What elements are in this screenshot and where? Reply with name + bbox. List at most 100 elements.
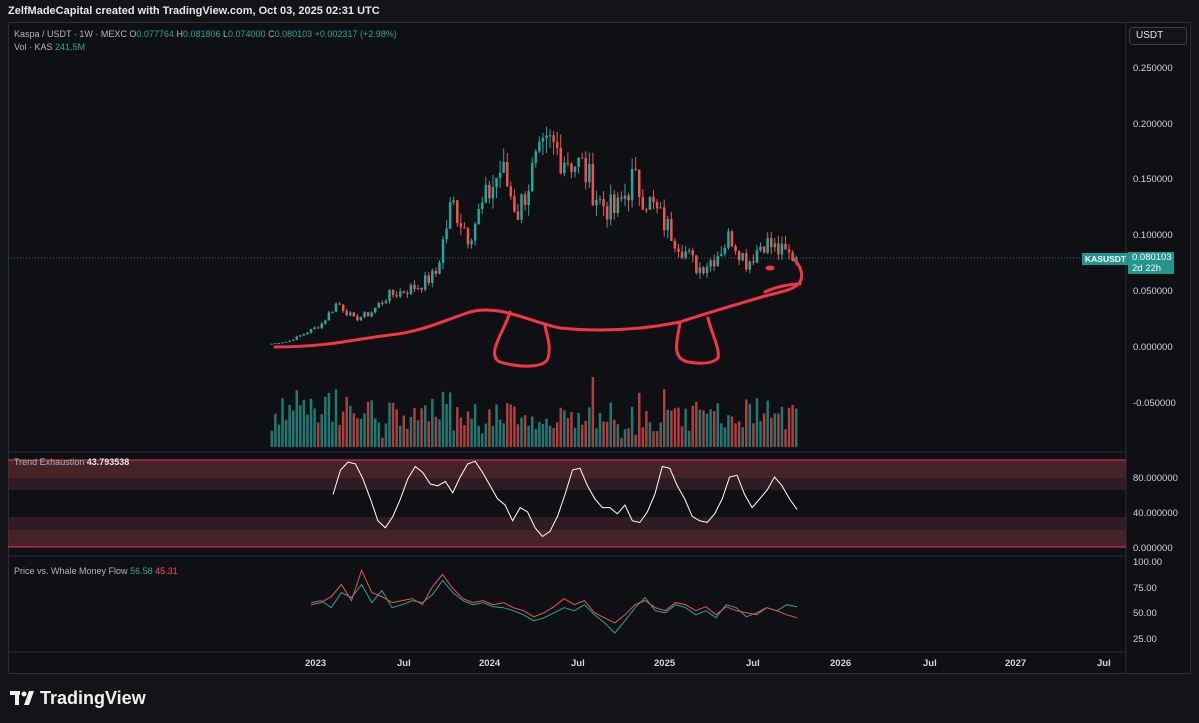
volume-bar: [370, 400, 373, 447]
candle-body: [270, 343, 274, 345]
candle-body: [762, 246, 766, 253]
candle-body: [634, 168, 637, 170]
candle-body: [309, 329, 313, 333]
candle-body: [602, 199, 605, 207]
attribution-bar: ZelfMadeCapital created with TradingView…: [0, 0, 1199, 22]
volume-bar: [705, 413, 709, 447]
candle-body: [691, 250, 695, 256]
candle-body: [573, 166, 577, 172]
candle-body: [616, 197, 620, 214]
volume-bar: [409, 416, 413, 447]
volume-bar: [645, 410, 648, 447]
candle-body: [488, 184, 491, 199]
volume-bar: [505, 403, 509, 447]
hand-drawn-dinosaur-annotation[interactable]: [273, 258, 804, 368]
candle-body: [598, 199, 602, 201]
candle-body: [530, 162, 534, 192]
candle-body: [456, 200, 459, 224]
volume-bar: [737, 421, 741, 447]
volume-legend[interactable]: Vol · KAS 241.5M: [14, 42, 85, 52]
trend-exhaustion-legend[interactable]: Trend Exhaustion 43.793538: [14, 457, 129, 467]
candle-body: [481, 202, 484, 209]
volume-bar: [677, 407, 680, 447]
x-tick: 2026: [830, 658, 851, 669]
volume-bar: [313, 408, 316, 447]
volume-bar: [456, 407, 459, 447]
trend-exhaustion-line: [332, 460, 798, 538]
volume-bar: [630, 406, 634, 447]
candle-body: [366, 312, 370, 317]
candle-body: [281, 342, 284, 344]
volume-bar: [277, 424, 281, 447]
x-tick: Jul: [1097, 658, 1111, 669]
candle-body: [313, 327, 316, 330]
volume-bar: [274, 413, 277, 447]
candle-body: [730, 231, 734, 247]
volume-bar: [691, 405, 695, 447]
candle-body: [452, 200, 455, 203]
volume-bar: [445, 403, 448, 447]
candle-body: [709, 260, 712, 267]
whale-flow-legend[interactable]: Price vs. Whale Money Flow 56.58 45.31: [14, 566, 178, 576]
volume-bar: [438, 419, 441, 447]
volume-bar: [702, 410, 705, 447]
volume-bar: [341, 411, 345, 447]
candle-body: [741, 253, 744, 261]
volume-bar: [634, 434, 637, 447]
volume-bar: [516, 424, 520, 447]
candle-body: [545, 135, 548, 139]
currency-button[interactable]: USDT: [1129, 27, 1187, 45]
volume-bar: [281, 398, 284, 447]
tradingview-logo-text: TradingView: [40, 688, 146, 708]
candle-body: [277, 343, 281, 345]
candle-body: [784, 243, 787, 250]
volume-bar: [791, 404, 794, 447]
volume-bar: [488, 409, 491, 447]
volume-bar: [391, 402, 395, 447]
x-tick: 2024: [479, 658, 501, 669]
candle-body: [356, 316, 359, 321]
volume-bar: [794, 408, 798, 447]
volume-bar: [381, 437, 384, 447]
candle-body: [645, 209, 648, 211]
candle-body: [416, 287, 420, 290]
tradingview-logo-icon: [10, 691, 34, 705]
candle-body: [505, 161, 509, 187]
candle-body: [755, 250, 759, 263]
x-tick: Jul: [923, 658, 937, 669]
volume-bar: [666, 409, 670, 447]
volume-bar: [384, 423, 388, 447]
candle-body: [295, 336, 299, 340]
volume-bar: [316, 422, 320, 447]
candle-body: [548, 135, 552, 137]
volume-label: Vol · KAS: [14, 42, 53, 52]
candle-body: [666, 218, 670, 231]
symbol-legend[interactable]: Kaspa / USDT · 1W · MEXC O0.077764 H0.08…: [14, 29, 397, 39]
candle-body: [766, 237, 769, 253]
candle-body: [552, 135, 555, 142]
chart-frame[interactable]: [8, 22, 1191, 674]
candle-body: [641, 196, 645, 210]
volume-bar: [766, 400, 769, 447]
volume-bar: [613, 419, 616, 447]
candle-body: [274, 343, 277, 345]
volume-bar: [559, 407, 563, 447]
te-y-tick: 80.000000: [1133, 473, 1178, 484]
candle-body: [431, 270, 434, 283]
candle-body: [352, 312, 356, 317]
volume-bar: [773, 413, 777, 447]
candle-body: [434, 270, 438, 274]
dinosaur-back-line: [273, 258, 804, 349]
volume-bar: [616, 424, 620, 447]
volume-bar: [416, 420, 420, 447]
volume-bar: [591, 377, 595, 447]
whale-flow-line: [310, 568, 798, 624]
volume-bar: [363, 413, 366, 447]
volume-bar: [787, 407, 791, 447]
candle-body: [406, 292, 409, 294]
candle-body: [516, 211, 520, 220]
volume-bar: [509, 404, 513, 447]
volume-bar: [398, 425, 402, 447]
volume-bar: [780, 406, 784, 447]
